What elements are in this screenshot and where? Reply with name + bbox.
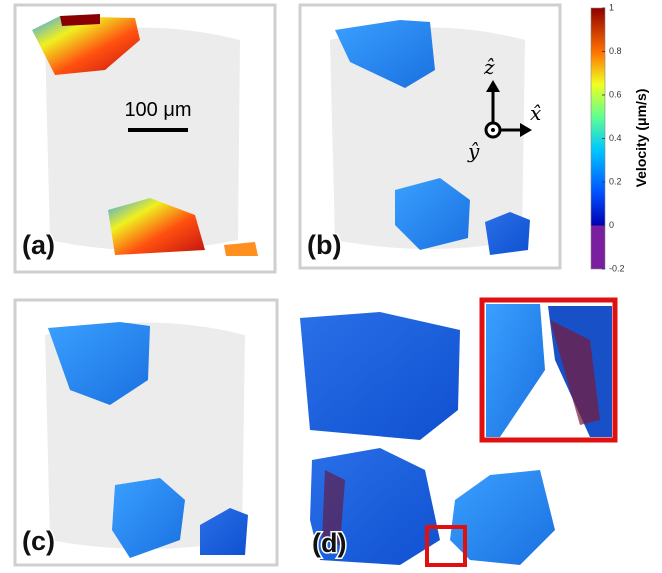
grain <box>300 312 460 440</box>
colorbar-tick-label: 0.8 <box>609 46 622 56</box>
cylinder <box>330 27 525 249</box>
y-axis-marker <box>491 128 495 132</box>
panel-label: (c) <box>22 526 55 556</box>
colorbar-tick-label: -0.2 <box>609 263 625 273</box>
axis-label: x̂ <box>530 101 541 125</box>
colorbar-positive <box>591 8 605 226</box>
grain <box>112 478 185 558</box>
grain <box>395 178 470 250</box>
grain <box>60 14 100 26</box>
panel-label: (d) <box>312 528 346 558</box>
colorbar-tick-label: 0.2 <box>609 176 622 186</box>
colorbar: Velocity (μm/s) 1 0.8 0.6 0.4 0.2 0 -0.2 <box>590 2 649 273</box>
arrow-head <box>486 80 500 92</box>
colorbar-tick-label: 0.4 <box>609 133 622 143</box>
scale-bar-label: 100 μm <box>124 99 191 121</box>
panel-d: (d) <box>300 297 618 567</box>
panel-label: (b) <box>307 230 341 260</box>
panel-b: ẑ x̂ ŷ (b) <box>298 3 562 270</box>
grain <box>450 470 555 565</box>
zoom-box <box>425 525 467 567</box>
grain <box>335 20 435 88</box>
grain <box>200 508 248 555</box>
colorbar-label: Velocity (μm/s) <box>633 89 649 188</box>
colorbar-tick-label: 0.6 <box>609 89 622 99</box>
panel-c: (c) <box>13 298 279 567</box>
colorbar-tick-label: 0 <box>609 220 614 230</box>
grain <box>224 242 258 256</box>
grain <box>48 322 150 405</box>
grain <box>32 16 140 75</box>
arrow-head <box>520 123 532 137</box>
panel-a: 100 μm (a) <box>13 3 277 274</box>
grain <box>108 198 205 255</box>
colorbar-tick-label: 1 <box>609 2 614 12</box>
cylinder <box>45 27 240 250</box>
grain-detail <box>322 470 345 545</box>
inset-grain <box>486 304 545 437</box>
grain <box>310 448 440 565</box>
axis-label: ŷ <box>467 139 480 163</box>
panel-label: (a) <box>22 230 55 260</box>
colorbar-negative <box>591 225 605 269</box>
inset-detail <box>550 320 600 425</box>
axis-label: ẑ <box>483 55 495 79</box>
grain <box>485 212 530 255</box>
